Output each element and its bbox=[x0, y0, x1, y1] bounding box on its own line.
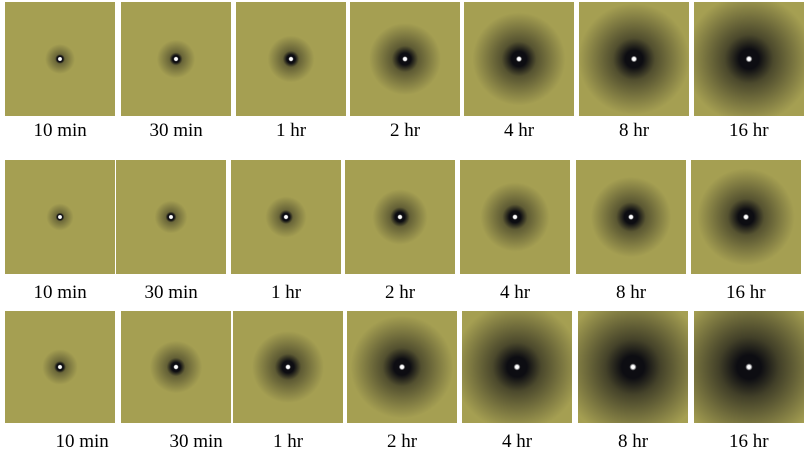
time-label: 4 hr bbox=[502, 431, 533, 452]
sample-tile bbox=[116, 160, 226, 274]
time-label: 16 hr bbox=[729, 120, 769, 141]
time-label: 16 hr bbox=[729, 431, 769, 452]
sample-tile bbox=[462, 311, 572, 423]
time-label: 30 min bbox=[144, 282, 198, 303]
sample-tile bbox=[5, 2, 115, 116]
sample-tile bbox=[121, 311, 231, 423]
time-label: 8 hr bbox=[616, 282, 647, 303]
sample-tile bbox=[578, 311, 688, 423]
sample-tile bbox=[464, 2, 574, 116]
sample-tile bbox=[233, 311, 343, 423]
time-label: 4 hr bbox=[504, 120, 535, 141]
time-label: 30 min bbox=[169, 431, 223, 452]
sample-tile bbox=[694, 311, 804, 423]
sample-tile bbox=[350, 2, 460, 116]
sample-tile bbox=[236, 2, 346, 116]
time-label: 8 hr bbox=[619, 120, 650, 141]
time-label: 10 min bbox=[33, 120, 87, 141]
time-label: 2 hr bbox=[385, 282, 416, 303]
time-label: 2 hr bbox=[390, 120, 421, 141]
time-label: 30 min bbox=[149, 120, 203, 141]
time-label: 10 min bbox=[55, 431, 109, 452]
time-label: 10 min bbox=[33, 282, 87, 303]
time-label: 1 hr bbox=[271, 282, 302, 303]
time-label: 2 hr bbox=[387, 431, 418, 452]
time-label: 4 hr bbox=[500, 282, 531, 303]
sample-tile bbox=[576, 160, 686, 274]
sample-tile bbox=[5, 160, 115, 274]
time-label: 1 hr bbox=[273, 431, 304, 452]
sample-tile bbox=[5, 311, 115, 423]
sample-tile bbox=[345, 160, 455, 274]
sample-tile bbox=[347, 311, 457, 423]
sample-tile bbox=[121, 2, 231, 116]
sample-tile bbox=[579, 2, 689, 116]
sample-tile bbox=[460, 160, 570, 274]
time-label: 8 hr bbox=[618, 431, 649, 452]
time-label: 1 hr bbox=[276, 120, 307, 141]
sample-tile bbox=[691, 160, 801, 274]
sample-tile bbox=[231, 160, 341, 274]
time-label: 16 hr bbox=[726, 282, 766, 303]
sample-tile bbox=[694, 2, 804, 116]
